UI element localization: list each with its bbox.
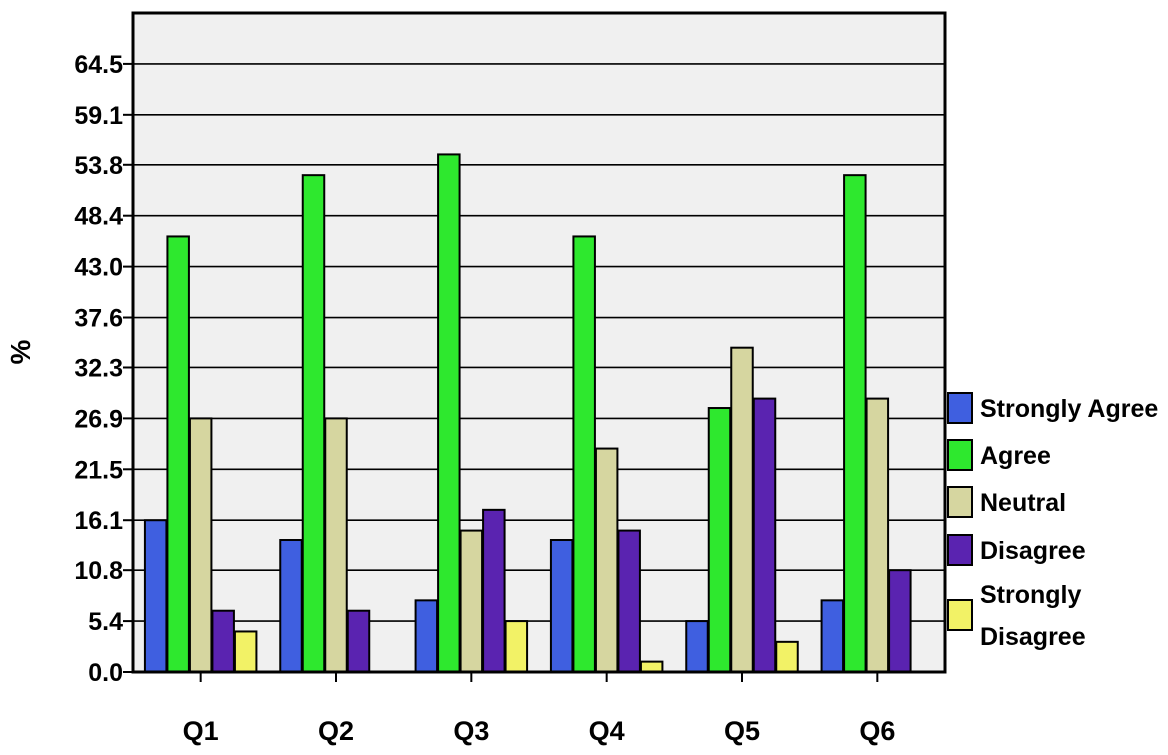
legend-label: Strongly (980, 581, 1081, 609)
bar-q4-agree (572, 235, 596, 673)
bar-q2-disagree (346, 609, 371, 674)
legend-label: Neutral (980, 489, 1066, 517)
bar-q1-disagree (211, 609, 235, 674)
bar-q6-neutral (865, 397, 890, 673)
gridlines (133, 63, 945, 622)
y-tick-label: 5.4 (88, 608, 123, 636)
bar-q5-neutral (730, 346, 754, 673)
bar-q3-agree (437, 153, 461, 673)
bar-q5-strongly-disagree (775, 640, 799, 673)
legend-swatch (947, 392, 973, 424)
x-tick-label: Q4 (589, 716, 625, 746)
x-tick-label: Q3 (453, 716, 489, 746)
y-tick-label: 43.0 (74, 254, 123, 282)
bar-q3-strongly-agree (414, 599, 439, 673)
bar-q6-agree (843, 174, 867, 673)
legend-swatch (947, 534, 973, 566)
bar-q1-strongly-disagree (233, 630, 258, 673)
bar-q3-strongly-disagree (504, 620, 529, 674)
bars (143, 153, 912, 674)
y-axis-title: % (5, 339, 36, 364)
plot-background (133, 13, 945, 672)
bar-q4-disagree (617, 529, 641, 673)
y-tick-label: 21.5 (74, 456, 123, 484)
x-tick-label: Q5 (724, 716, 760, 746)
bar-q1-strongly-agree (143, 519, 168, 673)
legend-label: Strongly Agree (980, 395, 1158, 423)
bar-q2-neutral (324, 417, 348, 674)
x-tick-label: Q6 (859, 716, 895, 746)
y-tick-label: 32.3 (74, 354, 123, 382)
legend-swatch (947, 439, 973, 471)
bar-q6-strongly-agree (820, 599, 845, 673)
bar-q2-agree (301, 174, 326, 673)
y-tick-label: 37.6 (74, 305, 123, 333)
y-tick-label: 64.5 (74, 51, 123, 79)
y-tick-label: 0.0 (88, 659, 123, 687)
bar-q6-disagree (888, 569, 912, 673)
y-tick-label: 26.9 (74, 405, 123, 433)
y-tick-label: 53.8 (74, 152, 123, 180)
y-axis: 0.0 5.4 10.8 16.1 21.5 26.9 32.3 37.6 43.0 48.4 53… (74, 51, 133, 687)
legend-label: Agree (980, 442, 1051, 470)
bar-q4-neutral (594, 447, 619, 673)
bar-q1-agree (166, 235, 190, 673)
y-tick-label: 48.4 (74, 203, 123, 231)
x-tick-label: Q1 (183, 716, 219, 746)
bar-q5-strongly-agree (685, 620, 709, 674)
y-tick-label: 10.8 (74, 557, 123, 585)
y-tick-label: 16.1 (74, 507, 123, 535)
bar-q2-strongly-agree (279, 539, 303, 674)
y-tick-label: 59.1 (74, 102, 123, 130)
legend-swatch (947, 599, 973, 631)
bar-q5-agree (707, 407, 732, 673)
bar-q3-neutral (459, 529, 484, 673)
bar-q4-strongly-agree (549, 539, 574, 674)
bar-q5-disagree (752, 397, 777, 673)
plot-frame (131, 11, 947, 674)
x-tick-label: Q2 (318, 716, 354, 746)
bar-q1-neutral (188, 417, 213, 674)
legend: Strongly Agree Agree Neutral Disagree Strong… (947, 392, 1158, 651)
legend-label: Disagree (980, 623, 1086, 651)
bar-q3-disagree (482, 508, 506, 673)
x-axis: Q1 Q2 Q3 Q4 Q5 Q6 (183, 672, 895, 746)
legend-swatch (947, 486, 973, 518)
legend-label: Disagree (980, 537, 1086, 565)
bar-q4-strongly-disagree (639, 660, 664, 673)
